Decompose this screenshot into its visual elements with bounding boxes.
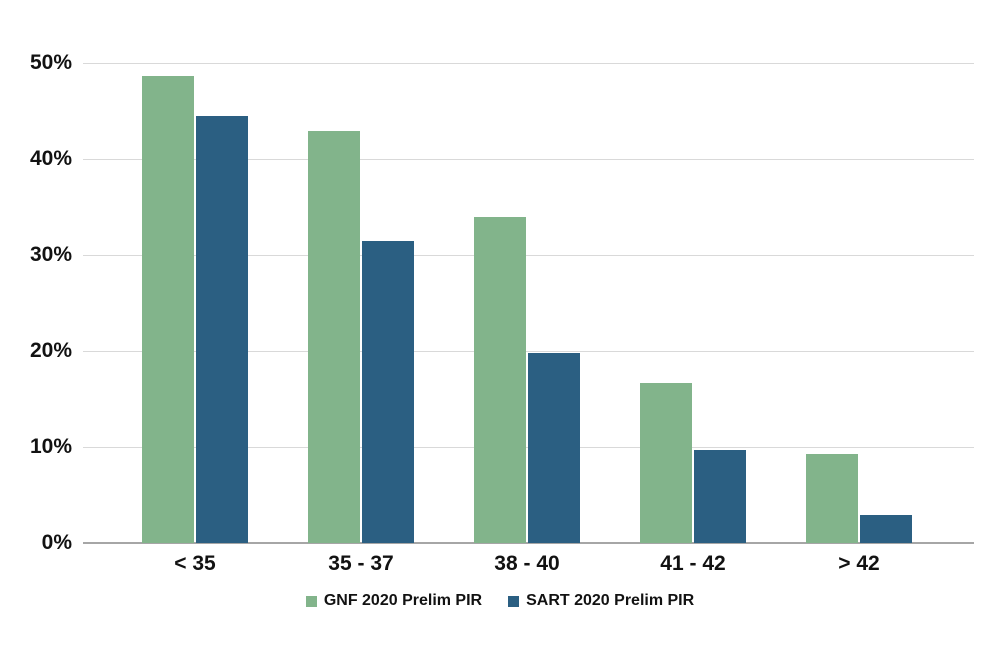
y-axis-tick-30: 30% xyxy=(29,243,72,266)
x-axis-tick-38-40: 38 - 40 xyxy=(494,552,560,575)
gridline-50 xyxy=(83,63,974,64)
bar-gnf-2020-prelim-pir-35 xyxy=(142,76,194,543)
legend-label: SART 2020 Prelim PIR xyxy=(526,592,695,609)
gridline-30 xyxy=(83,255,974,256)
legend-swatch-icon xyxy=(508,595,520,607)
bar-gnf-2020-prelim-pir-42 xyxy=(806,454,858,543)
bar-gnf-2020-prelim-pir-41-42 xyxy=(640,383,692,543)
legend-label: GNF 2020 Prelim PIR xyxy=(323,592,483,609)
x-axis-tick-35: < 35 xyxy=(174,552,216,575)
gridline-20 xyxy=(83,351,974,352)
legend-item-gnf-2020-prelim-pir: GNF 2020 Prelim PIR xyxy=(305,592,483,610)
bar-gnf-2020-prelim-pir-38-40 xyxy=(474,217,526,543)
legend: GNF 2020 Prelim PIR SART 2020 Prelim PIR xyxy=(0,592,1000,610)
legend-swatch-icon xyxy=(305,595,317,607)
x-axis-tick-41-42: 41 - 42 xyxy=(660,552,726,575)
y-axis-tick-40: 40% xyxy=(29,147,72,170)
bar-sart-2020-prelim-pir-38-40 xyxy=(528,353,580,543)
x-axis-line xyxy=(83,542,974,544)
legend-item-sart-2020-prelim-pir: SART 2020 Prelim PIR xyxy=(508,592,694,610)
x-axis-tick-35-37: 35 - 37 xyxy=(328,552,394,575)
gridline-40 xyxy=(83,159,974,160)
bar-sart-2020-prelim-pir-35 xyxy=(196,116,248,543)
bar-sart-2020-prelim-pir-42 xyxy=(860,515,912,543)
y-axis-tick-20: 20% xyxy=(29,339,72,362)
y-axis-tick-0: 0% xyxy=(41,531,72,554)
y-axis-tick-10: 10% xyxy=(29,435,72,458)
x-axis-tick-42: > 42 xyxy=(838,552,880,575)
bar-sart-2020-prelim-pir-41-42 xyxy=(694,450,746,543)
y-axis-tick-50: 50% xyxy=(29,51,72,74)
bar-gnf-2020-prelim-pir-35-37 xyxy=(308,131,360,543)
bar-sart-2020-prelim-pir-35-37 xyxy=(362,241,414,543)
